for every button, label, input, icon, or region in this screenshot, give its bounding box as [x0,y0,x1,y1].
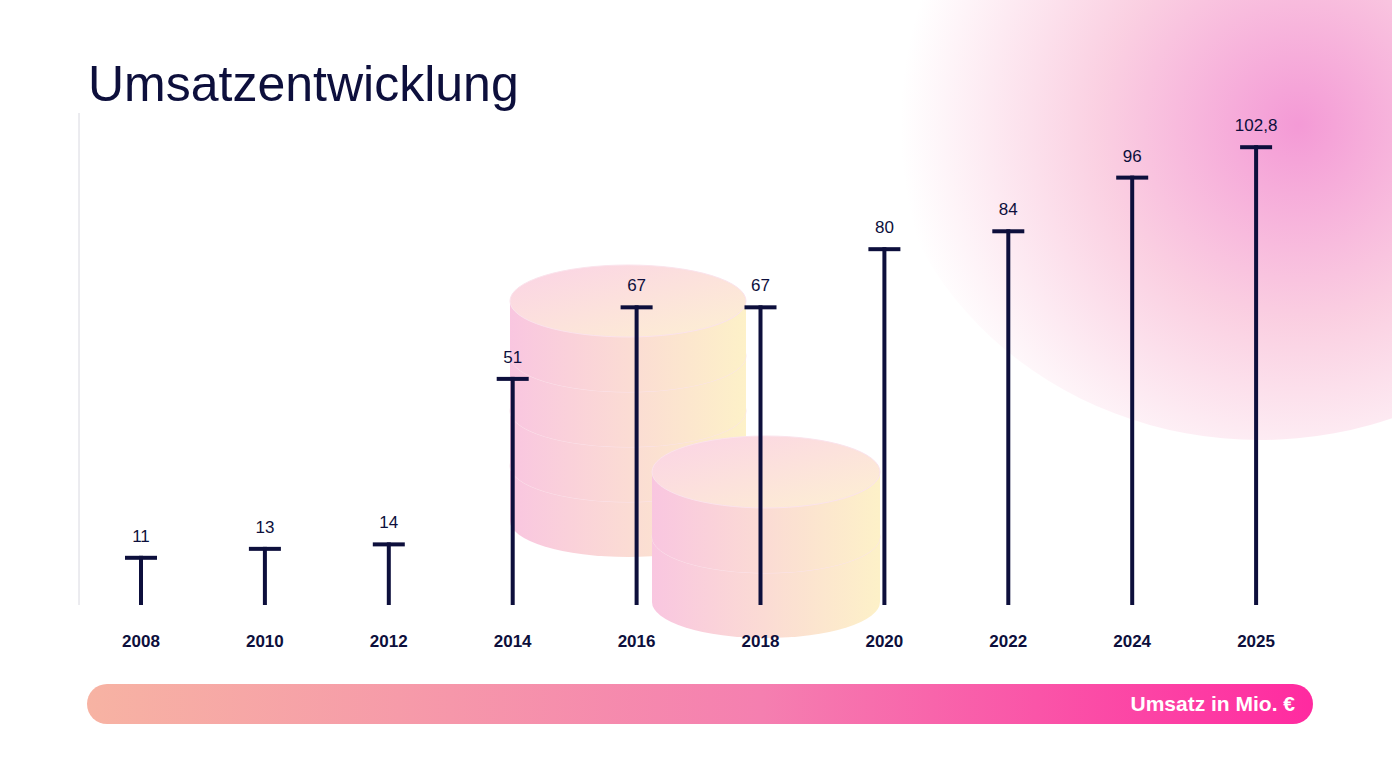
html-text:Umsatzentwicklung: Umsatzentwicklung [88,56,519,112]
svg-text:96: 96 [1123,147,1142,166]
svg-text:2008: 2008 [122,632,160,651]
svg-text:84: 84 [999,200,1018,219]
svg-text:51: 51 [503,348,522,367]
svg-text:67: 67 [751,276,770,295]
svg-text:2024: 2024 [1113,632,1151,651]
svg-text:2014: 2014 [494,632,532,651]
html-text:Umsatz in Mio. €: Umsatz in Mio. € [1130,692,1295,715]
svg-text:102,8: 102,8 [1235,116,1278,135]
svg-text:67: 67 [627,276,646,295]
svg-text:2016: 2016 [618,632,656,651]
svg-text:2018: 2018 [742,632,780,651]
svg-text:13: 13 [255,518,274,537]
svg-text:2012: 2012 [370,632,408,651]
svg-text:2020: 2020 [865,632,903,651]
svg-text:80: 80 [875,218,894,237]
svg-text:2022: 2022 [989,632,1027,651]
svg-text:14: 14 [379,513,398,532]
svg-text:2010: 2010 [246,632,284,651]
svg-text:2025: 2025 [1237,632,1275,651]
svg-text:11: 11 [132,527,150,546]
